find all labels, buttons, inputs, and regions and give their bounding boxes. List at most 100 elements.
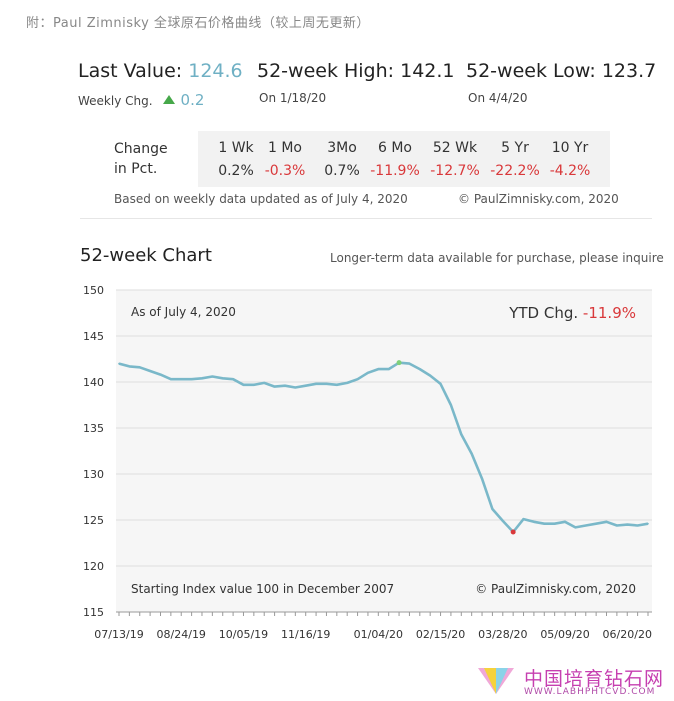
pct-value-5: -22.2% — [490, 163, 540, 179]
page-header-note: 附：Paul Zimnisky 全球原石价格曲线（较上周无更新） — [26, 16, 370, 31]
y-tick-label-120: 120 — [83, 560, 104, 573]
weekly-chg-value: 0.2 — [180, 91, 205, 109]
data-point-5 — [170, 378, 172, 381]
data-point-33 — [460, 433, 463, 436]
low-value: 123.7 — [601, 60, 657, 82]
high-value: 142.1 — [400, 60, 455, 82]
data-point-13 — [253, 383, 255, 386]
y-tick-label-125: 125 — [83, 514, 104, 527]
data-point-9 — [211, 375, 214, 378]
divider — [80, 218, 652, 219]
ytd-label: YTD Chg. — [508, 304, 578, 322]
x-tick-label-1: 08/24/19 — [157, 628, 206, 641]
pct-label-line1: Change — [114, 141, 168, 157]
data-point-40 — [533, 521, 535, 523]
data-point-24 — [367, 372, 369, 374]
up-arrow-icon — [162, 95, 175, 104]
x-tick-label-7: 05/09/20 — [540, 628, 589, 641]
as-of-label: As of July 4, 2020 — [131, 305, 236, 319]
pct-header-4: 52 Wk — [432, 140, 478, 156]
pct-value-2: 0.7% — [324, 163, 360, 179]
pct-table-background — [198, 131, 610, 187]
data-point-12 — [242, 383, 245, 386]
watermark-text: 中国培育钻石网 — [524, 668, 665, 690]
data-point-50 — [636, 524, 639, 527]
plot-background — [116, 290, 652, 612]
y-tick-label-145: 145 — [83, 330, 104, 343]
data-point-44 — [574, 526, 577, 529]
pct-header-2: 3Mo — [327, 140, 357, 156]
y-tick-label-150: 150 — [83, 284, 104, 297]
data-point-38 — [512, 531, 514, 533]
data-point-8 — [201, 377, 203, 380]
data-point-48 — [616, 524, 618, 527]
weekly-change-block: Weekly Chg. 0.2 — [78, 91, 204, 109]
index-line — [118, 361, 649, 534]
x-tick-label-5: 02/15/20 — [416, 628, 465, 641]
y-tick-label-130: 130 — [83, 468, 104, 481]
data-point-34 — [470, 452, 473, 455]
data-point-4 — [159, 373, 162, 376]
data-point-7 — [190, 378, 193, 381]
pct-value-1: -0.3% — [264, 163, 306, 179]
pct-value-6: -4.2% — [549, 163, 591, 179]
pct-value-4: -12.7% — [430, 163, 480, 179]
chart-note: Longer-term data available for purchase,… — [330, 251, 664, 265]
data-point-25 — [377, 368, 380, 370]
data-point-19 — [315, 383, 317, 385]
watermark-logo — [478, 668, 514, 694]
pct-header-1: 1 Mo — [267, 140, 302, 156]
data-point-43 — [564, 521, 566, 523]
data-point-6 — [180, 378, 183, 381]
data-point-42 — [553, 522, 556, 525]
data-point-11 — [232, 378, 234, 381]
data-point-14 — [263, 382, 266, 384]
data-point-31 — [439, 383, 442, 385]
start-index-note: Starting Index value 100 in December 200… — [131, 582, 394, 596]
x-tick-label-4: 01/04/20 — [354, 628, 403, 641]
data-point-21 — [336, 383, 338, 386]
last-value-label: Last Value: — [78, 60, 183, 82]
pct-value-3: -11.9% — [370, 163, 420, 179]
data-point-16 — [284, 384, 286, 387]
data-point-30 — [429, 374, 431, 377]
data-point-2 — [138, 366, 141, 369]
data-point-35 — [481, 477, 483, 480]
data-point-32 — [450, 404, 452, 406]
data-point-51 — [647, 522, 649, 525]
pct-header-5: 5 Yr — [501, 140, 529, 156]
pct-label-line2: in Pct. — [114, 161, 158, 177]
pct-value-0: 0.2% — [218, 163, 254, 179]
data-point-18 — [304, 384, 307, 387]
low-label: 52-week Low: — [466, 60, 596, 82]
data-point-26 — [387, 368, 390, 370]
watermark-url: WWW.LABHPHTCVD.COM — [524, 687, 656, 697]
y-tick-label-135: 135 — [83, 422, 104, 435]
pct-header-6: 10 Yr — [551, 140, 589, 156]
data-point-28 — [408, 362, 411, 365]
data-point-17 — [294, 386, 297, 389]
high-marker — [396, 360, 402, 366]
copyright-top: © PaulZimnisky.com, 2020 — [458, 192, 619, 206]
data-point-1 — [128, 365, 131, 368]
x-tick-label-0: 07/13/19 — [94, 628, 143, 641]
data-point-29 — [419, 368, 421, 370]
x-tick-label-6: 03/28/20 — [478, 628, 527, 641]
data-point-41 — [543, 522, 546, 525]
low-marker — [510, 529, 516, 535]
data-point-37 — [501, 520, 504, 522]
data-point-27 — [398, 361, 400, 364]
x-tick-label-3: 11/16/19 — [281, 628, 330, 641]
data-point-3 — [149, 370, 151, 372]
data-point-36 — [491, 508, 494, 510]
x-tick-label-8: 06/20/20 — [603, 628, 652, 641]
ytd-change: YTD Chg. -11.9% — [508, 304, 636, 322]
high-date: On 1/18/20 — [259, 91, 327, 105]
data-point-39 — [522, 518, 525, 520]
x-tick-label-2: 10/05/19 — [219, 628, 268, 641]
data-point-10 — [221, 377, 224, 380]
high-block: 52-week High: 142.1 — [257, 60, 455, 82]
y-tick-label-115: 115 — [83, 606, 104, 619]
data-point-22 — [346, 382, 348, 384]
data-point-20 — [325, 383, 328, 385]
